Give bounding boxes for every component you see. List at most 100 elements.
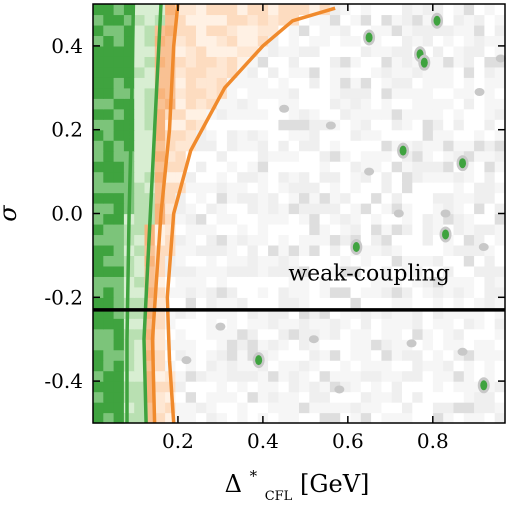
heatmap-cell [226, 370, 238, 382]
y-axis-label: σ [0, 205, 22, 222]
heatmap-cell [329, 24, 341, 37]
heatmap-cell [134, 77, 146, 89]
heatmap-cell [206, 328, 218, 340]
heatmap-cell [391, 223, 403, 236]
heatmap-cell [422, 4, 434, 16]
heatmap-cell [134, 255, 146, 267]
heatmap-cell [422, 265, 434, 277]
heatmap-cell [484, 370, 496, 382]
heatmap-cell [422, 203, 434, 215]
heatmap-cell [278, 150, 290, 162]
heatmap-cell [484, 77, 496, 89]
heatmap-cell [329, 402, 341, 414]
heatmap-cell [319, 119, 331, 131]
heatmap-cell [299, 150, 310, 162]
heatmap-cell [237, 192, 249, 204]
heatmap-cell [113, 129, 125, 141]
heatmap-cell [154, 391, 166, 403]
heatmap-cell [422, 412, 434, 424]
heatmap-cell [350, 77, 362, 89]
heatmap-cell [402, 14, 413, 26]
heatmap-cell [350, 297, 362, 309]
heatmap-cell [391, 360, 403, 372]
heatmap-cell [350, 4, 362, 16]
heatmap-cell [175, 45, 187, 57]
heatmap-cell [113, 45, 125, 57]
heatmap-cell [185, 192, 197, 204]
heatmap-cell [381, 77, 393, 89]
heatmap-cell [329, 234, 341, 246]
heatmap-cell [299, 192, 310, 204]
heatmap-cell [340, 171, 352, 183]
heatmap-cell [216, 56, 228, 68]
heatmap-cell [206, 318, 218, 330]
heatmap-cell [350, 171, 362, 183]
heatmap-cell [371, 87, 382, 99]
heatmap-cell [206, 192, 218, 204]
heatmap-cell [412, 234, 424, 246]
heatmap-cell [309, 265, 321, 277]
heatmap-cell [268, 328, 279, 340]
heatmap-cell [381, 161, 393, 173]
heatmap-cell [103, 98, 115, 110]
heatmap-cell [309, 244, 321, 256]
heatmap-cell [196, 56, 207, 68]
heatmap-cell [391, 45, 403, 57]
heatmap-cell [463, 140, 475, 152]
heatmap-cell [463, 370, 475, 382]
heatmap-cell [299, 234, 310, 246]
heatmap-cell [453, 66, 465, 78]
heatmap-cell [329, 391, 341, 403]
heatmap-cell [278, 265, 290, 277]
heatmap-cell [134, 276, 146, 288]
heatmap-cell [381, 307, 393, 319]
heatmap-cell [175, 77, 187, 89]
gray-spot [457, 347, 468, 356]
x-tick-label: 0.2 [162, 429, 194, 453]
heatmap-cell [391, 402, 403, 414]
heatmap-cell [113, 108, 125, 120]
heatmap-cell [226, 161, 238, 173]
heatmap-cell [443, 370, 455, 382]
heatmap-cell [299, 265, 310, 277]
heatmap-cell [123, 391, 135, 403]
heatmap-cell [206, 161, 218, 173]
heatmap-cell [196, 150, 207, 162]
heatmap-cell [360, 318, 372, 330]
heatmap-cell [340, 150, 352, 162]
heatmap-cell [206, 307, 218, 319]
heatmap-cell [247, 307, 259, 319]
heatmap-cell [412, 87, 424, 99]
heatmap-cell [175, 360, 187, 372]
heatmap-cell [443, 412, 455, 424]
heatmap-cell [412, 150, 424, 162]
heatmap-cell [402, 391, 413, 403]
heatmap-cell [237, 77, 249, 89]
heatmap-cell [134, 265, 146, 277]
heatmap-cell [422, 349, 434, 361]
heatmap-cell [113, 98, 125, 110]
heatmap-cell [123, 77, 135, 89]
heatmap-cell [360, 381, 372, 393]
heatmap-cell [144, 119, 156, 131]
gray-spot [440, 209, 451, 218]
heatmap-cell [329, 297, 341, 309]
heatmap-cell [257, 244, 269, 256]
heatmap-cell [453, 297, 465, 309]
heatmap-cell [391, 307, 403, 319]
heatmap-cell [247, 265, 259, 277]
heatmap-cell [257, 77, 269, 89]
heatmap-cell [103, 360, 115, 372]
heatmap-cell [268, 360, 279, 372]
heatmap-cell [453, 391, 465, 403]
heatmap-cell [257, 370, 269, 382]
heatmap-cell [360, 307, 372, 319]
heatmap-cell [350, 140, 362, 152]
heatmap-cell [474, 370, 485, 382]
heatmap-cell [319, 286, 331, 298]
heatmap-cell [144, 14, 156, 26]
heatmap-cell [319, 150, 331, 162]
heatmap-cell [288, 108, 300, 120]
heatmap-cell [206, 203, 218, 215]
